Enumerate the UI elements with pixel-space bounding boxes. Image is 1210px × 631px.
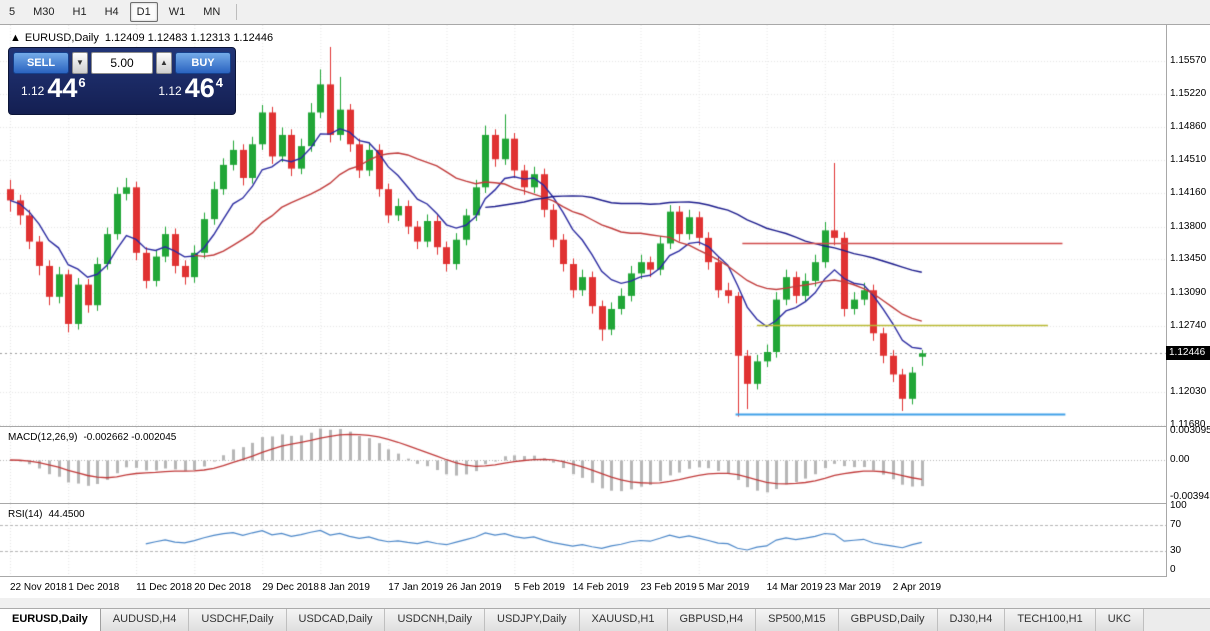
tab-dj30-h4[interactable]: DJ30,H4: [937, 609, 1006, 631]
sell-price-point: 6: [78, 75, 86, 90]
price-tick-label: 1.15220: [1170, 87, 1207, 99]
date-tick-label: 20 Dec 2018: [194, 582, 252, 593]
timeframe-button-m30[interactable]: M30: [33, 6, 55, 18]
sell-price-digits: 44: [47, 73, 78, 103]
tab-ukc[interactable]: UKC: [1095, 609, 1144, 631]
timeframe-buttons: 5 M30 H1 H4 D1 W1 MN: [0, 2, 242, 22]
date-tick-label: 1 Dec 2018: [68, 582, 120, 593]
timeframe-button-h1[interactable]: H1: [72, 6, 87, 18]
price-tick-label: 1.15570: [1170, 55, 1207, 66]
tab-sp500-m15[interactable]: SP500,M15: [756, 609, 839, 631]
date-tick-label: 23 Feb 2019: [640, 582, 697, 593]
timeframe-button-w1[interactable]: W1: [168, 6, 186, 18]
macd-title: MACD(12,26,9): [8, 432, 78, 443]
lot-size-input[interactable]: [91, 52, 153, 74]
sell-price-prefix: 1.12: [21, 84, 45, 98]
macd-values: -0.002662 -0.002045: [83, 432, 177, 443]
pane-separator[interactable]: [0, 426, 1210, 427]
timeframe-toolbar: 5 M30 H1 H4 D1 W1 MN: [0, 0, 1210, 25]
chart-tabs-bar: EURUSD,Daily AUDUSD,H4 USDCHF,Daily USDCAD,…: [0, 608, 1210, 631]
buy-button[interactable]: BUY: [175, 52, 231, 74]
date-tick-label: 5 Feb 2019: [514, 582, 565, 593]
current-price-tag: 1.12446: [1166, 346, 1210, 361]
tab-usdcad-daily[interactable]: USDCAD,Daily: [286, 609, 386, 631]
date-tick-label: 26 Jan 2019: [446, 582, 502, 593]
rsi-tick-label: 30: [1170, 544, 1182, 556]
sell-button[interactable]: SELL: [13, 52, 69, 74]
price-tick-label: 1.14160: [1170, 186, 1207, 198]
price-tick-label: 1.14510: [1170, 154, 1207, 166]
chart-window: ▲ EURUSD,Daily 1.12409 1.12483 1.12313 1.1…: [0, 24, 1210, 599]
pane-separator[interactable]: [0, 576, 1210, 577]
lot-increase-button[interactable]: ▲: [156, 52, 172, 74]
chart-symbol-label: EURUSD,Daily: [24, 32, 99, 44]
lot-decrease-button[interactable]: ▼: [72, 52, 88, 74]
timeframe-button-5[interactable]: 5: [9, 6, 16, 18]
tab-gbpusd-daily[interactable]: GBPUSD,Daily: [838, 609, 938, 631]
macd-indicator-chart[interactable]: [0, 427, 1166, 503]
tab-gbpusd-h4[interactable]: GBPUSD,H4: [667, 609, 757, 631]
buy-price-point: 4: [215, 75, 223, 90]
rsi-tick-label: 0: [1170, 564, 1176, 575]
rsi-title: RSI(14): [8, 509, 43, 520]
date-tick-label: 5 Mar 2019: [698, 582, 750, 593]
rsi-indicator-label: RSI(14) 44.4500: [8, 509, 85, 520]
date-tick-label: 29 Dec 2018: [262, 582, 319, 593]
price-tick-label: 1.11680: [1170, 419, 1206, 430]
timeframe-button-mn[interactable]: MN: [203, 6, 221, 18]
date-tick-label: 22 Nov 2018: [10, 582, 67, 593]
macd-indicator-label: MACD(12,26,9) -0.002662 -0.002045: [8, 432, 176, 443]
price-tick-label: 1.13090: [1170, 287, 1207, 299]
price-tick-label: 1.13450: [1170, 253, 1207, 265]
price-tick-label: 1.12740: [1170, 319, 1207, 331]
timeframe-button-h4[interactable]: H4: [104, 6, 119, 18]
date-tick-label: 2 Apr 2019: [892, 582, 942, 593]
tab-audusd-h4[interactable]: AUDUSD,H4: [100, 609, 190, 631]
price-tick-label: 1.12030: [1170, 386, 1207, 398]
tab-usdcnh-daily[interactable]: USDCNH,Daily: [385, 609, 486, 631]
date-tick-label: 17 Jan 2019: [388, 582, 444, 593]
buy-price-prefix: 1.12: [158, 84, 182, 98]
chart-title: ▲ EURUSD,Daily 1.12409 1.12483 1.12313 1.1…: [10, 32, 273, 44]
date-axis[interactable]: 22 Nov 2018 1 Dec 2018 11 Dec 2018 20 Dec 2…: [0, 577, 1210, 599]
one-click-collapse-icon[interactable]: ▲: [10, 32, 21, 44]
price-axis[interactable]: [1166, 25, 1210, 599]
date-tick-label: 14 Feb 2019: [572, 582, 629, 593]
rsi-tick-label: 70: [1170, 519, 1182, 531]
macd-tick-label: 0.00: [1170, 454, 1190, 465]
tab-usdjpy-daily[interactable]: USDJPY,Daily: [485, 609, 580, 631]
rsi-indicator-chart[interactable]: [0, 504, 1166, 576]
macd-tick-label: 0.003095: [1170, 425, 1210, 436]
date-tick-label: 23 Mar 2019: [824, 582, 881, 593]
price-tick-label: 1.13800: [1170, 220, 1207, 232]
macd-tick-label: -0.003947: [1170, 491, 1210, 502]
rsi-tick-label: 100: [1170, 500, 1187, 511]
price-tick-label: 1.14860: [1170, 121, 1207, 133]
tab-tech100-h1[interactable]: TECH100,H1: [1005, 609, 1096, 631]
date-tick-label: 8 Jan 2019: [320, 582, 370, 593]
toolbar-separator: [236, 4, 238, 20]
date-tick-label: 11 Dec 2018: [136, 582, 193, 593]
timeframe-button-d1[interactable]: D1: [129, 2, 158, 22]
buy-price: 1.12 46 4: [158, 75, 223, 102]
tab-usdchf-daily[interactable]: USDCHF,Daily: [189, 609, 287, 631]
pane-separator[interactable]: [0, 503, 1210, 504]
tab-xauusd-h1[interactable]: XAUUSD,H1: [579, 609, 668, 631]
date-tick-label: 14 Mar 2019: [766, 582, 823, 593]
buy-price-digits: 46: [184, 73, 215, 103]
sell-price: 1.12 44 6: [21, 75, 86, 102]
tab-eurusd-daily[interactable]: EURUSD,Daily: [0, 609, 101, 631]
rsi-value: 44.4500: [48, 509, 85, 520]
status-strip: [0, 598, 1210, 608]
chart-ohlc-values: 1.12409 1.12483 1.12313 1.12446: [104, 32, 274, 44]
